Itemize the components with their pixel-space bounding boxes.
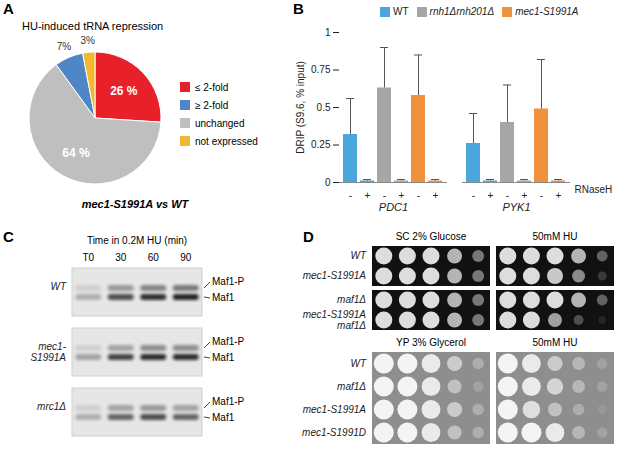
svg-text:DRIP (S9.6, % input): DRIP (S9.6, % input) xyxy=(295,61,306,154)
svg-text:Maf1: Maf1 xyxy=(212,412,235,423)
svg-text:1: 1 xyxy=(325,27,331,38)
svg-text:Maf1-P: Maf1-P xyxy=(212,276,245,287)
svg-text:+: + xyxy=(399,190,405,201)
html-text:mec1-S1991A: mec1-S1991A xyxy=(30,341,66,363)
svg-text:unchanged: unchanged xyxy=(195,118,245,129)
html-text:WT: WT xyxy=(350,357,366,369)
svg-text:-: - xyxy=(472,190,475,201)
html-text:rnh1Δrnh201Δ: rnh1Δrnh201Δ xyxy=(429,6,495,17)
svg-text:0: 0 xyxy=(325,177,331,188)
svg-text:0.5: 0.5 xyxy=(317,102,331,113)
svg-text:3%: 3% xyxy=(80,35,95,46)
svg-text:Maf1: Maf1 xyxy=(212,352,235,363)
svg-text:-: - xyxy=(349,190,352,201)
svg-text:B: B xyxy=(293,0,304,17)
svg-text:D: D xyxy=(303,228,314,245)
svg-text:60: 60 xyxy=(148,252,160,263)
svg-text:Maf1-P: Maf1-P xyxy=(212,396,245,407)
svg-text:50mM HU: 50mM HU xyxy=(532,231,577,242)
html-text:maf1Δ: maf1Δ xyxy=(337,380,366,392)
html-text:mec1-S1991A: mec1-S1991A xyxy=(302,403,366,415)
svg-text:T0: T0 xyxy=(82,252,94,263)
html-text:mrc1Δ: mrc1Δ xyxy=(37,401,66,412)
svg-text:7%: 7% xyxy=(57,41,72,52)
svg-text:-: - xyxy=(506,190,509,201)
html-text:mec1-S1991D: mec1-S1991D xyxy=(302,426,366,438)
svg-text:≤ 2-fold: ≤ 2-fold xyxy=(195,82,228,93)
svg-text:Time in 0.2M HU (min): Time in 0.2M HU (min) xyxy=(87,235,187,246)
svg-text:50mM HU: 50mM HU xyxy=(532,337,577,348)
html-text:mec1-S1991A maf1Δ: mec1-S1991A maf1Δ xyxy=(302,309,366,331)
svg-text:26 %: 26 % xyxy=(110,84,138,98)
svg-text:A: A xyxy=(3,0,14,17)
html-text:WT: WT xyxy=(350,250,366,261)
svg-text:-: - xyxy=(540,190,543,201)
svg-text:+: + xyxy=(365,190,371,201)
svg-text:30: 30 xyxy=(115,252,127,263)
svg-text:SC 2% Glucose: SC 2% Glucose xyxy=(396,231,467,242)
svg-text:Maf1-P: Maf1-P xyxy=(212,336,245,347)
svg-text:PYK1: PYK1 xyxy=(502,201,530,213)
svg-text:C: C xyxy=(3,228,14,245)
svg-text:+: + xyxy=(433,190,439,201)
svg-text:0.25: 0.25 xyxy=(311,139,331,150)
html-text:WT: WT xyxy=(393,6,409,17)
svg-text:PDC1: PDC1 xyxy=(379,201,408,213)
svg-text:-: - xyxy=(417,190,420,201)
svg-text:YP 3% Glycerol: YP 3% Glycerol xyxy=(396,337,466,348)
svg-text:0.75: 0.75 xyxy=(311,64,331,75)
svg-text:+: + xyxy=(488,190,494,201)
html-text:WT: WT xyxy=(50,281,66,292)
svg-text:-: - xyxy=(383,190,386,201)
svg-text:64 %: 64 % xyxy=(62,146,90,160)
svg-text:mec1-S1991A vs WT: mec1-S1991A vs WT xyxy=(82,198,190,210)
svg-text:Maf1: Maf1 xyxy=(212,292,235,303)
svg-text:not expressed: not expressed xyxy=(195,136,258,147)
svg-text:RNaseH: RNaseH xyxy=(575,184,613,195)
svg-text:90: 90 xyxy=(180,252,192,263)
html-text:mec1-S1991A: mec1-S1991A xyxy=(515,6,579,17)
svg-text:+: + xyxy=(522,190,528,201)
html-text:maf1Δ: maf1Δ xyxy=(337,294,366,305)
svg-text:≥ 2-fold: ≥ 2-fold xyxy=(195,100,228,111)
svg-text:+: + xyxy=(556,190,562,201)
svg-text:HU-induced tRNA repression: HU-induced tRNA repression xyxy=(22,20,163,32)
html-text:mec1-S1991A: mec1-S1991A xyxy=(302,270,366,281)
